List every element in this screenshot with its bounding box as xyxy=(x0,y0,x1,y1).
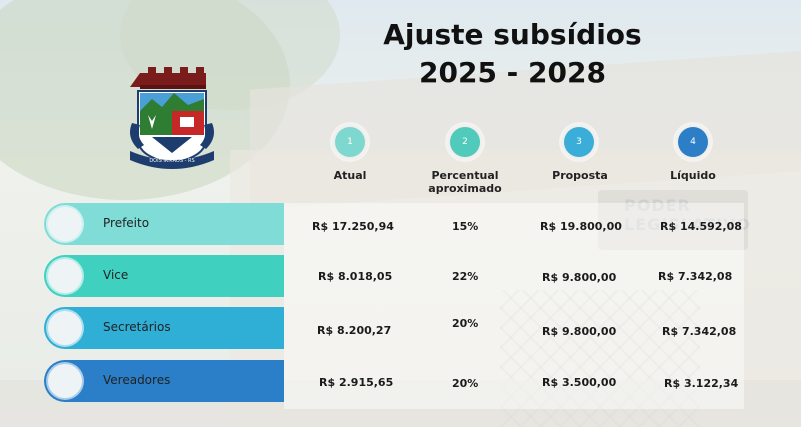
svg-text:DOIS IRMÃOS - RS: DOIS IRMÃOS - RS xyxy=(149,157,194,164)
cell-liquido-secretarios: R$ 7.342,08 xyxy=(662,325,737,338)
header-proposta: Proposta xyxy=(552,169,608,182)
row-pill-vereadores: Vereadores xyxy=(44,360,284,402)
cell-proposta-vereadores: R$ 3.500,00 xyxy=(542,376,617,389)
table-panel xyxy=(284,203,744,409)
row-pill-secretarios: Secretários xyxy=(44,307,284,349)
row-circle xyxy=(48,311,82,345)
step-4-circle: 4 xyxy=(678,127,708,157)
step-1-circle: 1 xyxy=(335,127,365,157)
header-percentual: Percentual aproximado xyxy=(428,169,502,195)
cell-proposta-secretarios: R$ 9.800,00 xyxy=(542,325,617,338)
step-3-circle: 3 xyxy=(564,127,594,157)
header-liquido: Líquido xyxy=(670,169,716,182)
cell-atual-secretarios: R$ 8.200,27 xyxy=(317,324,392,337)
cell-liquido-vice: R$ 7.342,08 xyxy=(658,270,733,283)
cell-atual-vereadores: R$ 2.915,65 xyxy=(319,376,394,389)
row-label-prefeito: Prefeito xyxy=(103,216,150,230)
cell-proposta-vice: R$ 9.800,00 xyxy=(542,271,617,284)
step-2-circle: 2 xyxy=(450,127,480,157)
row-label-vereadores: Vereadores xyxy=(103,373,171,387)
row-label-vice: Vice xyxy=(103,268,129,282)
cell-percentual-prefeito: 15% xyxy=(452,220,479,233)
row-pill-prefeito: Prefeito xyxy=(44,203,284,245)
row-circle xyxy=(48,207,82,241)
header-atual: Atual xyxy=(333,169,367,182)
cell-percentual-vice: 22% xyxy=(452,270,479,283)
row-label-secretarios: Secretários xyxy=(103,320,171,334)
cell-percentual-vereadores: 20% xyxy=(452,377,479,390)
cell-liquido-prefeito: R$ 14.592,08 xyxy=(660,220,742,233)
building-sign: PODER LEGISLATIVO xyxy=(598,190,750,250)
cell-liquido-vereadores: R$ 3.122,34 xyxy=(664,377,739,390)
cell-atual-prefeito: R$ 17.250,94 xyxy=(312,220,394,233)
coat-of-arms-logo: DOIS IRMÃOS - RS xyxy=(130,67,214,169)
row-circle xyxy=(48,364,82,398)
cell-proposta-prefeito: R$ 19.800,00 xyxy=(540,220,622,233)
row-pill-vice: Vice xyxy=(44,255,284,297)
page-title: Ajuste subsídios 2025 - 2028 xyxy=(340,16,685,92)
title-line-2: 2025 - 2028 xyxy=(419,56,606,89)
row-circle xyxy=(48,259,82,293)
title-line-1: Ajuste subsídios xyxy=(383,18,642,51)
cell-percentual-secretarios: 20% xyxy=(452,317,479,330)
cell-atual-vice: R$ 8.018,05 xyxy=(318,270,393,283)
